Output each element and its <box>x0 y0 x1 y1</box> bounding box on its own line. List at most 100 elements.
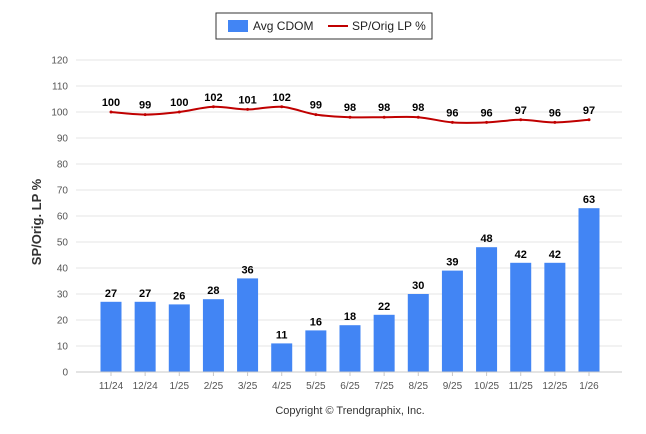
legend-box <box>215 12 433 40</box>
x-tick-label: 1/25 <box>170 381 190 392</box>
y-axis-title: SP/Orig. LP % <box>29 178 44 265</box>
y-tick-label: 0 <box>62 368 68 379</box>
bar-data-label: 42 <box>515 249 527 261</box>
line-point <box>109 110 113 114</box>
y-tick-label: 60 <box>57 212 69 223</box>
y-axis: 0 10 20 30 40 50 60 70 80 90 100 110 120 <box>51 56 68 379</box>
x-tick-label: 1/26 <box>579 381 599 392</box>
bar <box>305 330 327 372</box>
bar <box>476 247 498 372</box>
line-data-label: 100 <box>170 97 188 109</box>
y-tick-label: 90 <box>57 134 69 145</box>
bar <box>578 208 600 372</box>
bar <box>168 304 190 372</box>
line-data-label: 98 <box>412 102 424 114</box>
legend: Avg CDOM SP/Orig LP % <box>215 12 433 40</box>
line-series: 100 99 100 102 101 102 99 98 98 98 96 96 97 96 97 <box>102 92 595 124</box>
line-point <box>519 118 523 122</box>
bar <box>441 270 463 372</box>
y-tick-label: 110 <box>52 82 68 93</box>
line-data-label: 96 <box>480 107 492 119</box>
bar <box>202 299 224 372</box>
y-tick-label: 80 <box>57 160 69 171</box>
x-tick-label: 9/25 <box>443 381 463 392</box>
y-tick-label: 30 <box>57 290 69 301</box>
y-tick-label: 100 <box>51 108 68 119</box>
line-data-label: 102 <box>204 92 222 104</box>
line-point <box>143 113 147 117</box>
bar-data-label: 11 <box>276 329 288 341</box>
x-tick-label: 12/24 <box>133 381 158 392</box>
bar <box>510 262 532 372</box>
x-tick-label: 8/25 <box>409 381 429 392</box>
line-data-label: 99 <box>310 100 322 112</box>
line-point <box>314 113 318 117</box>
bar <box>100 301 122 372</box>
x-tick-label: 10/25 <box>474 381 499 392</box>
bar-data-label: 27 <box>139 288 151 300</box>
line-data-label: 102 <box>273 92 291 104</box>
line-point <box>450 120 454 124</box>
line-point <box>587 118 591 122</box>
line-point <box>416 115 420 119</box>
line-point <box>211 105 215 109</box>
bar-data-label: 48 <box>480 233 492 245</box>
bar-data-label: 16 <box>310 316 322 328</box>
line-point <box>553 120 557 124</box>
y-tick-label: 50 <box>57 238 69 249</box>
bar-data-label: 30 <box>412 280 424 292</box>
bar <box>544 262 566 372</box>
x-tick-label: 6/25 <box>340 381 360 392</box>
bar <box>407 294 429 372</box>
line-data-label: 96 <box>446 107 458 119</box>
line-data-label: 97 <box>515 105 527 117</box>
x-tick-label: 11/24 <box>99 381 124 392</box>
line-data-label: 98 <box>378 102 390 114</box>
bar-data-label: 26 <box>173 290 185 302</box>
y-tick-label: 40 <box>57 264 69 275</box>
line-point <box>485 120 489 124</box>
x-tick-label: 5/25 <box>306 381 326 392</box>
y-tick-label: 120 <box>51 56 68 67</box>
bar-data-label: 27 <box>105 288 117 300</box>
bar-data-label: 39 <box>446 257 458 269</box>
legend-label-sp-orig: SP/Orig LP % <box>352 19 426 33</box>
bar-data-label: 63 <box>583 194 595 206</box>
legend-label-avg-cdom: Avg CDOM <box>253 19 313 33</box>
copyright-text: Copyright © Trendgraphix, Inc. <box>275 405 424 417</box>
x-tick-label: 7/25 <box>374 381 394 392</box>
bar-data-label: 28 <box>207 285 219 297</box>
line-data-label: 96 <box>549 107 561 119</box>
bar-data-label: 42 <box>549 249 561 261</box>
line-point <box>280 105 284 109</box>
line-point <box>382 115 386 119</box>
x-tick-label: 2/25 <box>204 381 224 392</box>
bar <box>373 314 395 372</box>
bar-data-label: 18 <box>344 311 356 323</box>
bar <box>271 343 293 372</box>
x-tick-label: 3/25 <box>238 381 258 392</box>
bar-data-label: 22 <box>378 301 390 313</box>
legend-swatch-avg-cdom <box>228 20 248 32</box>
bar <box>339 325 361 372</box>
x-tick-label: 11/25 <box>509 381 534 392</box>
bar <box>237 278 259 372</box>
x-tick-label: 4/25 <box>272 381 292 392</box>
line-data-label: 98 <box>344 102 356 114</box>
line-data-label: 97 <box>583 105 595 117</box>
y-tick-label: 10 <box>57 342 69 353</box>
x-tick-label: 12/25 <box>542 381 567 392</box>
bar-series: 27 27 26 28 36 11 16 18 22 30 39 48 42 42 63 <box>100 194 600 372</box>
line-data-label: 99 <box>139 100 151 112</box>
x-axis: 11/24 12/24 1/25 2/25 3/25 4/25 5/25 6/25 7/25 8/… <box>76 371 622 392</box>
y-tick-label: 20 <box>57 316 69 327</box>
line-point <box>348 115 352 119</box>
line-point <box>177 110 181 114</box>
line-data-label: 101 <box>238 94 256 106</box>
line-point <box>246 107 250 111</box>
line-data-label: 100 <box>102 97 120 109</box>
bar-data-label: 36 <box>241 264 253 276</box>
y-tick-label: 70 <box>57 186 69 197</box>
bar <box>134 301 156 372</box>
